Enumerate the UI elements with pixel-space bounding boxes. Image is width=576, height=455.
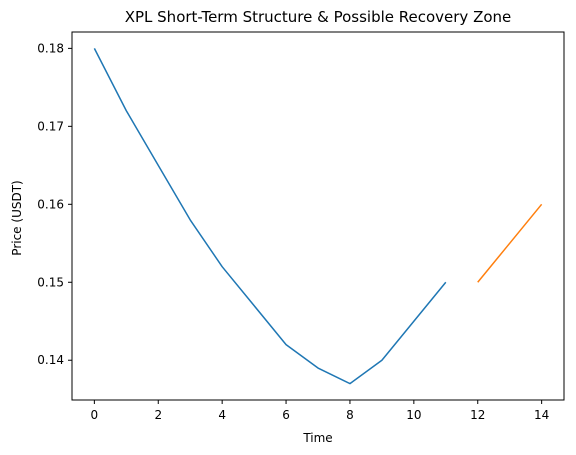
x-tick-label: 8 [346,408,354,422]
x-tick-label: 4 [218,408,226,422]
plot-frame [71,31,565,401]
x-tick-label: 10 [406,408,421,422]
y-tick-label: 0.18 [37,41,64,55]
y-tick-label: 0.17 [37,119,64,133]
x-tick-label: 6 [282,408,290,422]
y-tick-label: 0.16 [37,197,64,211]
series-line-2 [477,203,543,283]
series-layer [93,48,543,385]
y-tick-label: 0.15 [37,275,64,289]
y-axis-label: Price (USDT) [10,180,24,255]
y-tick-label: 0.14 [37,353,64,367]
x-tick-label: 12 [470,408,485,422]
series-line-1 [93,48,447,385]
x-axis-label: Time [302,431,332,445]
x-tick-label: 0 [91,408,99,422]
y-axis-ticks: 0.14 0.15 0.16 0.17 0.18 [37,41,72,367]
chart-title: XPL Short-Term Structure & Possible Reco… [125,8,512,26]
x-tick-label: 2 [154,408,162,422]
x-axis-ticks: 0 2 4 6 8 10 12 14 [91,400,549,422]
x-tick-label: 14 [534,408,549,422]
